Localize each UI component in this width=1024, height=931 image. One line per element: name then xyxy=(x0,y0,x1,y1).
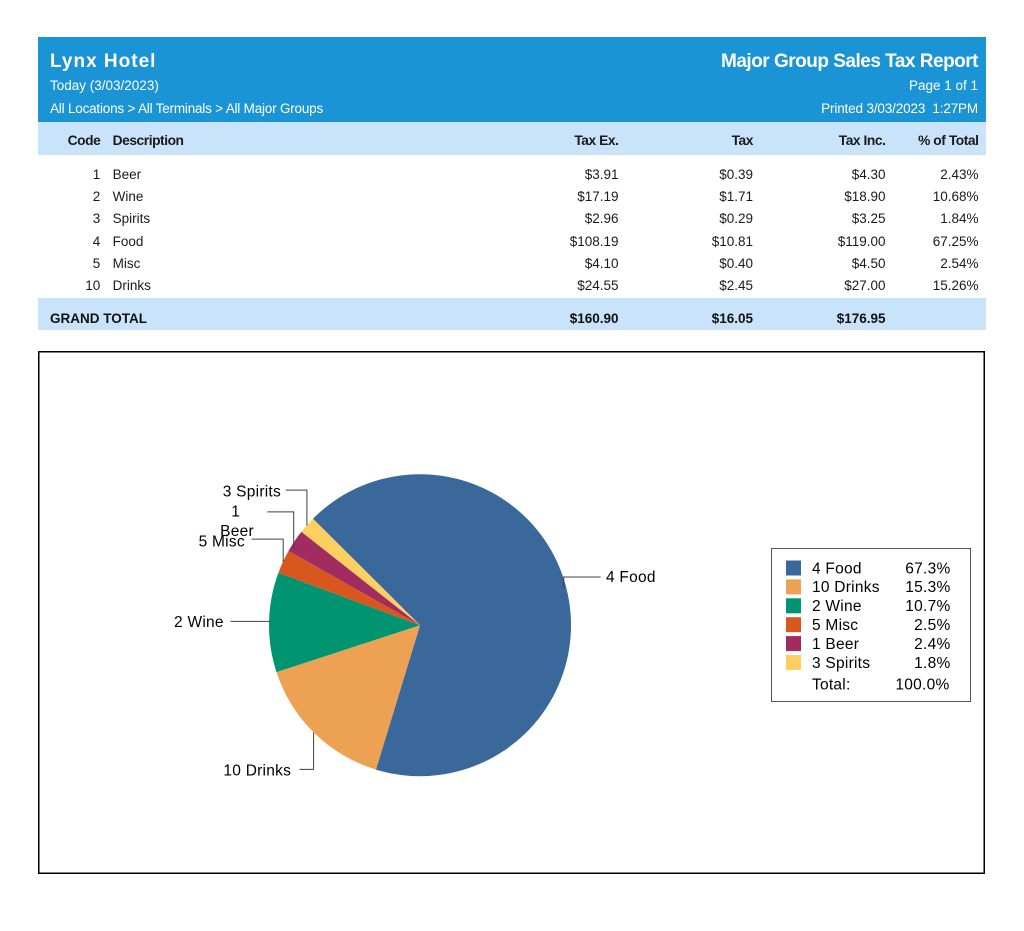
svg-text:4 Food: 4 Food xyxy=(606,569,656,586)
svg-text:2 Wine: 2 Wine xyxy=(812,598,862,615)
svg-text:2.4%: 2.4% xyxy=(914,636,950,653)
svg-text:2.5%: 2.5% xyxy=(914,617,950,634)
svg-text:2 Wine: 2 Wine xyxy=(174,614,224,631)
svg-text:Total:: Total: xyxy=(812,676,851,693)
svg-text:3 Spirits: 3 Spirits xyxy=(223,483,281,500)
svg-text:3 Spirits: 3 Spirits xyxy=(812,655,870,672)
svg-text:67.3%: 67.3% xyxy=(905,560,950,577)
svg-text:10.7%: 10.7% xyxy=(905,598,950,615)
svg-text:15.3%: 15.3% xyxy=(905,579,950,596)
svg-text:5 Misc: 5 Misc xyxy=(812,617,858,634)
svg-text:Beer: Beer xyxy=(220,523,254,540)
svg-text:1 Beer: 1 Beer xyxy=(812,636,859,653)
svg-text:1.8%: 1.8% xyxy=(914,655,950,672)
svg-text:10 Drinks: 10 Drinks xyxy=(223,763,291,780)
svg-text:100.0%: 100.0% xyxy=(895,676,949,693)
svg-text:10 Drinks: 10 Drinks xyxy=(812,579,880,596)
svg-text:5 Misc: 5 Misc xyxy=(199,533,245,550)
svg-text:1: 1 xyxy=(231,504,240,521)
svg-text:4 Food: 4 Food xyxy=(812,560,862,577)
